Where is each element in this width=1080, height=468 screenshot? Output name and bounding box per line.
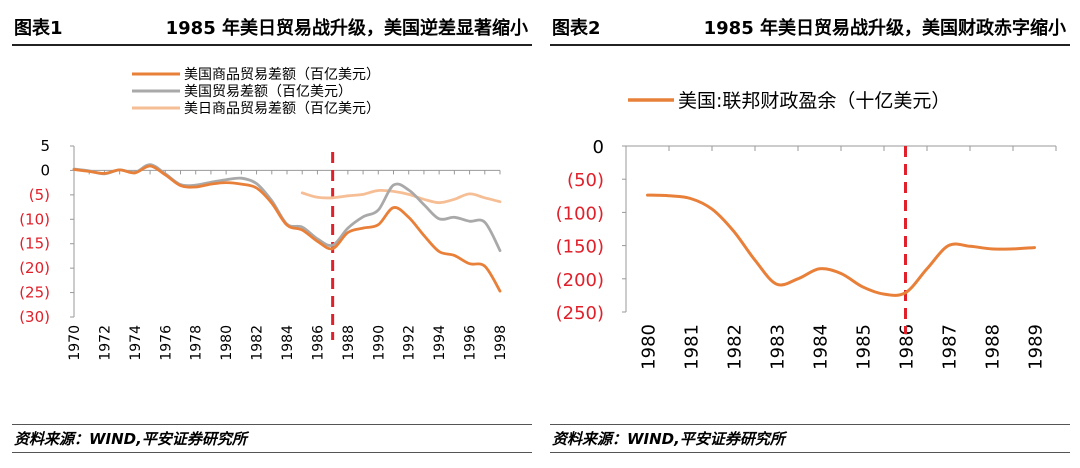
legend-label: 美国商品贸易差额（百亿美元）: [184, 67, 380, 83]
x-tick-label: 1980: [639, 324, 660, 370]
chart-title: 1985 年美日贸易战升级，美国逆差显著缩小: [165, 18, 528, 39]
panel-header: 图表1 1985 年美日贸易战升级，美国逆差显著缩小: [12, 8, 532, 46]
y-tick-label: (10): [19, 210, 50, 228]
legend-label: 美国贸易差额（百亿美元）: [184, 84, 352, 100]
footer-rule: [550, 424, 1070, 425]
footer-rule: [12, 424, 532, 425]
series-line-us_trade_total: [72, 163, 502, 252]
x-tick-label: 1976: [158, 325, 174, 361]
x-tick-label: 1980: [219, 325, 235, 361]
x-tick-label: 1982: [725, 324, 746, 370]
x-tick-label: 1984: [811, 324, 832, 370]
y-tick-label: 5: [40, 137, 50, 155]
x-tick-label: 1987: [940, 324, 961, 370]
chart-title: 1985 年美日贸易战升级，美国财政赤字缩小: [703, 18, 1066, 39]
x-tick-label: 1983: [768, 324, 789, 370]
y-tick-label: (50): [567, 170, 604, 191]
y-tick-label: (25): [19, 284, 50, 302]
x-tick-label: 1978: [189, 325, 205, 361]
x-tick-label: 1970: [67, 325, 83, 361]
y-tick-label: 0: [40, 161, 50, 179]
y-tick-label: (5): [29, 186, 50, 204]
y-tick-label: (30): [19, 308, 50, 326]
source-note: 资料来源：WIND,平安证券研究所: [552, 430, 785, 448]
panel-header: 图表2 1985 年美日贸易战升级，美国财政赤字缩小: [550, 8, 1070, 46]
series-line-fiscal: [646, 193, 1036, 297]
y-tick-label: (15): [19, 235, 50, 253]
y-tick-label: (100): [556, 203, 604, 224]
x-tick-label: 1982: [250, 325, 266, 361]
y-tick-label: (200): [556, 270, 604, 291]
x-tick-label: 1990: [371, 325, 387, 361]
source-note: 资料来源：WIND,平安证券研究所: [14, 430, 247, 448]
x-tick-label: 1972: [97, 325, 113, 361]
x-tick-label: 1986: [897, 324, 918, 370]
y-tick-label: 0: [593, 137, 604, 158]
x-tick-label: 1981: [682, 324, 703, 370]
figure-label: 图表2: [552, 18, 601, 39]
x-tick-label: 1984: [280, 325, 296, 361]
chart-panel-fiscal: 图表2 1985 年美日贸易战升级，美国财政赤字缩小 0 (50) (100) (15…: [550, 0, 1070, 468]
legend-label: 美日商品贸易差额（百亿美元）: [184, 101, 380, 117]
fiscal-balance-chart: 0 (50) (100) (150) (200) (250) 1980 1981 1982 198…: [556, 90, 1057, 370]
x-tick-label: 1994: [432, 325, 448, 361]
legend-label: 美国:联邦财政盈余（十亿美元）: [678, 90, 950, 112]
figure-label: 图表1: [14, 18, 63, 39]
series-line-us_trade_goods: [72, 164, 502, 293]
trade-balance-chart: 5 0 (5) (10) (15) (20) (25) (30) 1970 1972 1974 197…: [19, 67, 509, 361]
x-tick-label: 1988: [341, 325, 357, 361]
header-rule: [550, 44, 1070, 46]
y-tick-label: (20): [19, 259, 50, 277]
x-tick-label: 1998: [493, 325, 509, 361]
x-tick-label: 1986: [310, 325, 326, 361]
x-tick-label: 1996: [463, 325, 479, 361]
x-tick-label: 1985: [854, 324, 875, 370]
y-tick-label: (150): [556, 237, 604, 258]
x-tick-label: 1992: [402, 325, 418, 361]
x-tick-label: 1988: [983, 324, 1004, 370]
footer-rule-bottom: [550, 452, 1070, 453]
x-tick-label: 1974: [128, 325, 144, 361]
footer-rule-bottom: [12, 452, 532, 453]
chart-panel-trade: 图表1 1985 年美日贸易战升级，美国逆差显著缩小 5 0 (5) (10) (15)…: [12, 0, 532, 468]
header-rule: [12, 44, 532, 46]
series-line-us_japan_goods: [300, 188, 502, 205]
y-tick-label: (250): [556, 303, 604, 324]
x-tick-label: 1989: [1026, 324, 1047, 370]
